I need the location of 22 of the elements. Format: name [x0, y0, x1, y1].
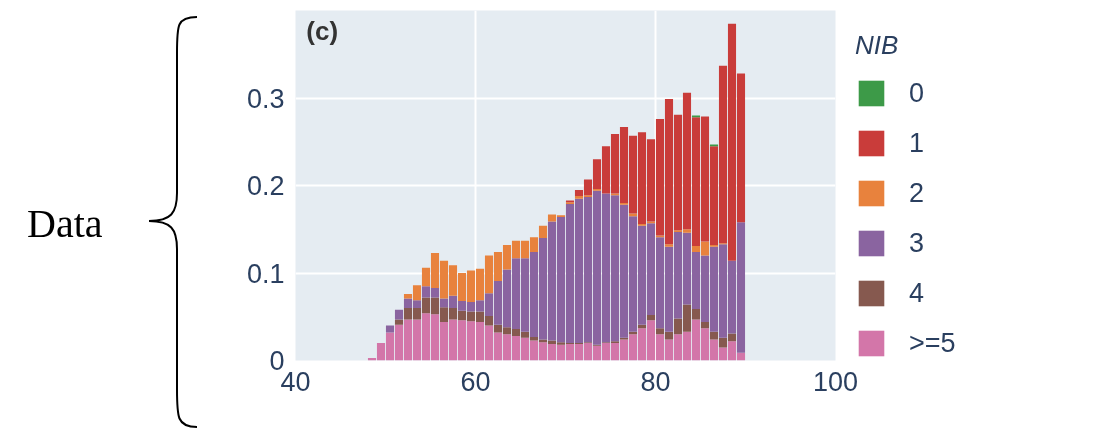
bar	[700, 322, 710, 329]
legend-label: 4	[909, 277, 926, 309]
text: Data	[27, 200, 103, 248]
legend-label: >=5	[909, 327, 957, 359]
legend-label: 1	[909, 127, 926, 159]
annotation: (c)	[306, 15, 339, 46]
legend-title: NIB	[855, 30, 900, 61]
x-tick-label: 80	[640, 366, 671, 397]
y-tick-label: 0	[269, 346, 285, 376]
y-tick-label: 0.2	[246, 171, 285, 201]
bar	[664, 244, 674, 247]
bar	[394, 309, 404, 320]
y-tick-label: 0.1	[246, 258, 285, 289]
y-tick-label: 0.3	[246, 83, 285, 114]
bar	[385, 325, 395, 333]
x-tick-label: 100	[812, 366, 859, 397]
legend-label: 0	[909, 77, 926, 109]
bar	[394, 319, 404, 325]
legend-label: 2	[909, 177, 926, 209]
x-tick-label: 60	[460, 366, 491, 397]
legend-label: 3	[909, 227, 926, 259]
bar	[646, 315, 656, 321]
